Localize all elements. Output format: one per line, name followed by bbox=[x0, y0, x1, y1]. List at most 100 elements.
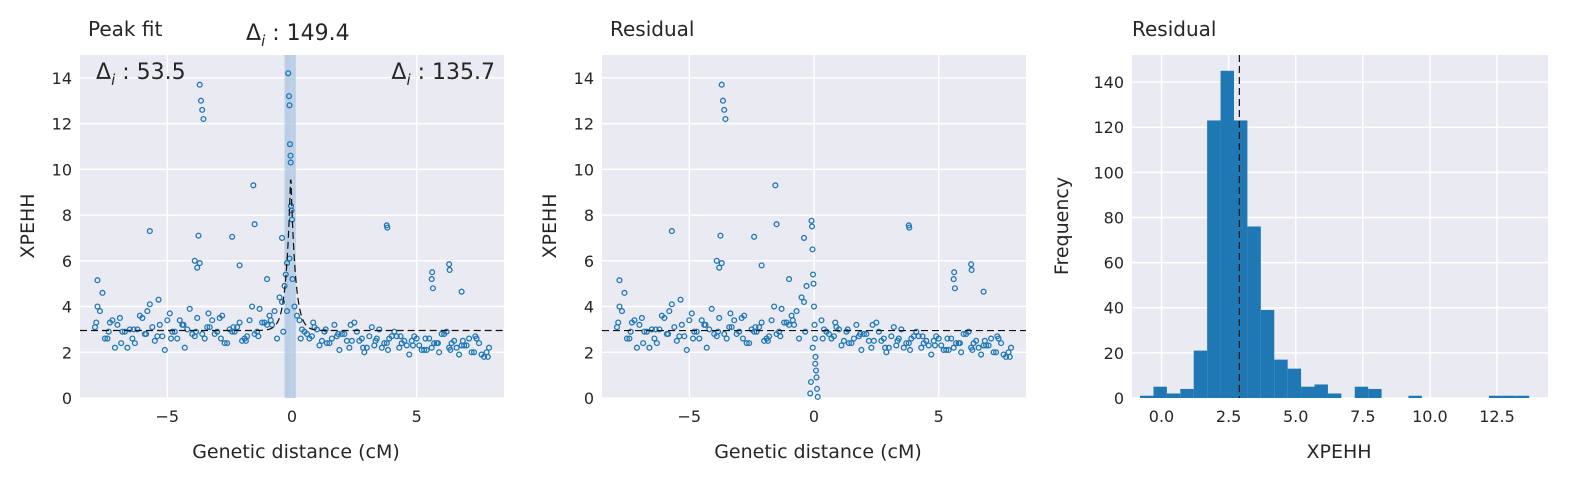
delta-symbol: Δ bbox=[96, 60, 111, 85]
x-tick-label: 5 bbox=[412, 407, 422, 426]
data-point bbox=[621, 289, 628, 296]
delta-annotation-center: Δi : 149.4 bbox=[246, 21, 350, 50]
data-point bbox=[980, 288, 987, 295]
data-point bbox=[693, 328, 700, 335]
x-tick-label: 0 bbox=[809, 407, 819, 426]
data-point bbox=[698, 317, 705, 324]
data-point bbox=[853, 321, 860, 328]
data-point bbox=[221, 340, 228, 347]
data-point bbox=[316, 342, 323, 349]
data-point bbox=[384, 346, 392, 354]
data-point bbox=[978, 351, 985, 358]
data-point bbox=[918, 344, 925, 351]
data-point bbox=[752, 324, 759, 331]
x-axis-label: Genetic distance (cM) bbox=[714, 441, 922, 463]
data-point bbox=[217, 335, 224, 342]
data-point bbox=[948, 335, 955, 342]
data-point bbox=[746, 340, 753, 347]
data-point bbox=[204, 324, 211, 331]
data-point bbox=[793, 308, 800, 315]
data-point bbox=[476, 340, 483, 347]
data-point bbox=[835, 326, 842, 333]
histogram-bar bbox=[1368, 388, 1382, 398]
data-point bbox=[144, 308, 151, 315]
data-point bbox=[348, 337, 355, 344]
data-point bbox=[285, 70, 292, 77]
data-point bbox=[322, 326, 329, 333]
data-point bbox=[813, 374, 820, 381]
y-tick-label: 4 bbox=[584, 298, 594, 317]
data-point bbox=[627, 328, 634, 335]
data-point bbox=[286, 102, 293, 109]
data-point bbox=[885, 344, 892, 351]
histogram-bar bbox=[1180, 388, 1194, 398]
data-point bbox=[890, 324, 897, 331]
data-point bbox=[689, 335, 697, 342]
data-point bbox=[803, 282, 810, 290]
delta-value: : 53.5 bbox=[115, 60, 185, 85]
data-point bbox=[673, 337, 680, 344]
histogram-bar bbox=[1260, 309, 1275, 398]
data-point bbox=[813, 385, 821, 392]
data-point bbox=[485, 344, 493, 351]
data-point bbox=[278, 298, 286, 306]
data-point bbox=[656, 326, 663, 333]
data-point bbox=[875, 328, 882, 335]
data-point bbox=[155, 296, 162, 303]
data-point bbox=[863, 330, 870, 338]
data-point bbox=[857, 330, 864, 338]
y-tick-label: 4 bbox=[62, 298, 72, 317]
data-point bbox=[868, 344, 875, 351]
data-point bbox=[346, 344, 353, 351]
data-point bbox=[721, 106, 728, 113]
data-point bbox=[951, 285, 958, 292]
data-point bbox=[998, 340, 1005, 347]
data-point bbox=[239, 337, 246, 344]
data-point bbox=[811, 321, 818, 328]
data-point bbox=[104, 335, 111, 342]
data-point bbox=[458, 288, 465, 295]
y-tick-label: 6 bbox=[62, 252, 72, 271]
y-tick-label: 120 bbox=[1093, 118, 1124, 137]
data-point bbox=[93, 319, 100, 326]
data-point bbox=[139, 314, 146, 322]
data-point bbox=[812, 360, 819, 367]
data-point bbox=[773, 221, 780, 228]
data-point bbox=[186, 305, 193, 312]
data-point bbox=[388, 333, 395, 340]
y-tick-label: 2 bbox=[584, 343, 594, 362]
data-point bbox=[293, 312, 301, 319]
data-point bbox=[242, 337, 249, 344]
data-point bbox=[143, 330, 150, 338]
data-point bbox=[722, 115, 729, 123]
data-point bbox=[200, 115, 207, 123]
data-point bbox=[809, 271, 817, 278]
data-point bbox=[271, 308, 278, 315]
delta-value: : 135.7 bbox=[411, 60, 495, 85]
data-point bbox=[101, 335, 108, 342]
y-axis-label: XPEHH bbox=[17, 193, 39, 258]
data-point bbox=[246, 317, 253, 324]
data-point bbox=[716, 264, 723, 271]
plot-area bbox=[1132, 55, 1548, 399]
data-point bbox=[651, 335, 658, 342]
data-point bbox=[683, 346, 690, 354]
data-point bbox=[201, 335, 208, 342]
x-tick-label: 0 bbox=[287, 407, 297, 426]
data-point bbox=[928, 351, 935, 358]
data-point bbox=[366, 333, 373, 340]
data-point bbox=[951, 269, 958, 276]
data-point bbox=[814, 393, 821, 400]
data-point bbox=[935, 335, 942, 342]
data-point bbox=[116, 314, 123, 322]
data-point bbox=[383, 340, 390, 347]
data-point bbox=[472, 333, 479, 340]
x-axis-label: XPEHH bbox=[1306, 441, 1371, 463]
data-point bbox=[376, 326, 383, 333]
data-point bbox=[888, 333, 895, 340]
data-point bbox=[298, 326, 306, 333]
histogram-bar bbox=[1354, 386, 1369, 398]
data-point bbox=[478, 351, 485, 358]
data-point bbox=[121, 328, 128, 335]
data-point bbox=[800, 298, 808, 306]
